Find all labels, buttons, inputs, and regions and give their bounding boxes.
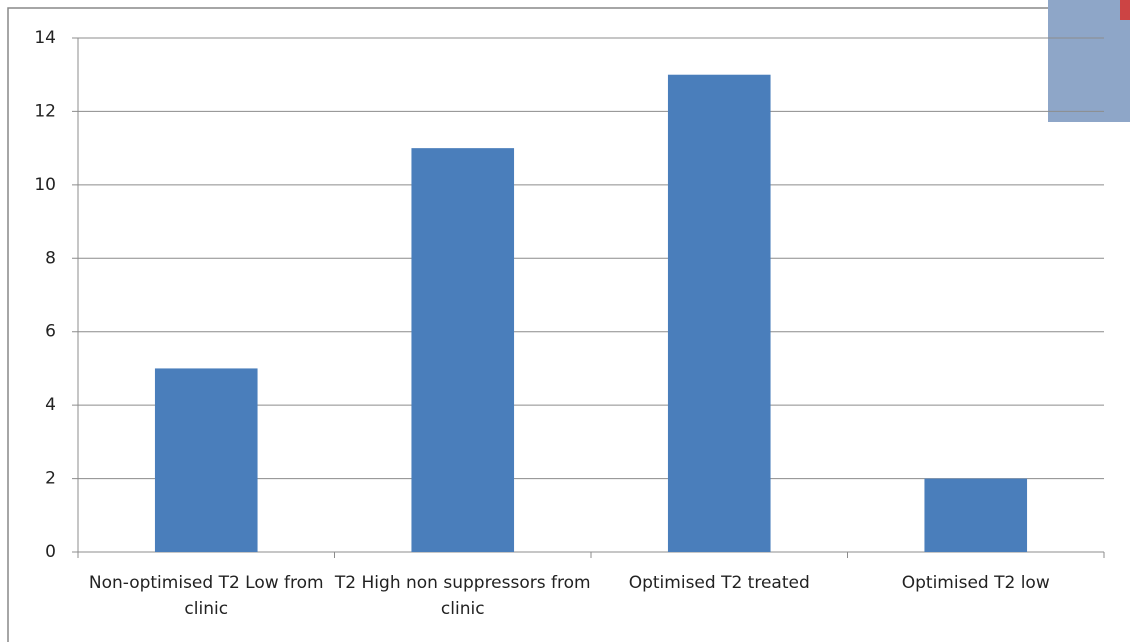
x-tick-label: Non-optimised T2 Low from clinic [88, 573, 324, 619]
y-tick-label: 12 [34, 101, 56, 121]
y-tick-label: 10 [34, 175, 56, 195]
speaker-photo [1048, 0, 1130, 122]
y-tick-label: 6 [45, 322, 56, 342]
bar [154, 368, 258, 552]
photo-detail [1120, 0, 1130, 20]
bar [667, 74, 771, 552]
bar [411, 148, 515, 552]
chart-frame [7, 7, 1130, 642]
y-tick-label: 14 [34, 28, 56, 48]
x-tick-label: Optimised T2 low [901, 573, 1050, 593]
x-tick-label: T2 High non suppressors from clinic [334, 573, 591, 619]
bar [924, 478, 1028, 552]
y-tick-label: 2 [45, 469, 56, 489]
y-tick-label: 4 [45, 395, 56, 415]
x-tick-label: Optimised T2 treated [628, 573, 810, 593]
y-tick-label: 8 [45, 248, 56, 268]
y-tick-label: 0 [45, 542, 56, 562]
